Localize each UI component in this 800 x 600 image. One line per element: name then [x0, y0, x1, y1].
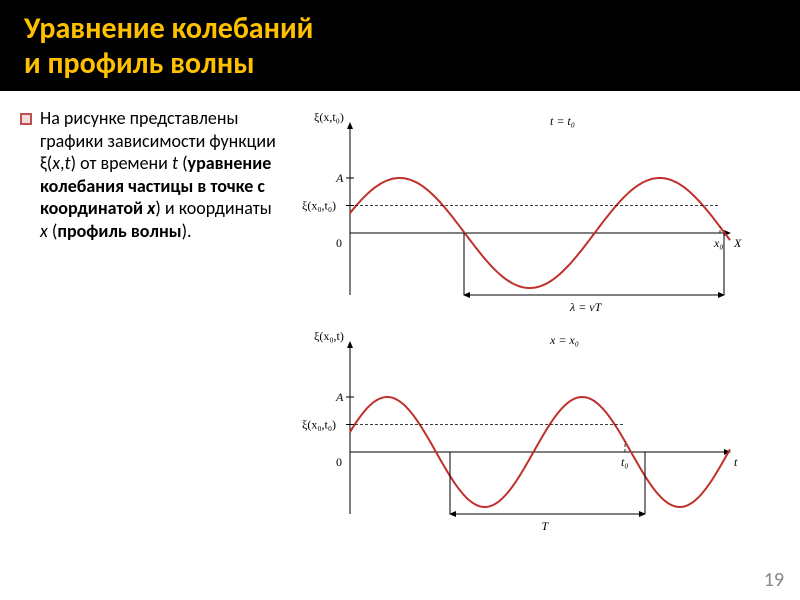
- content-area: На рисунке представлены графики зависимо…: [0, 91, 800, 537]
- para-seg: ) от времени: [71, 152, 172, 174]
- bullet-paragraph: На рисунке представлены графики зависимо…: [40, 107, 280, 242]
- para-seg: (: [178, 152, 188, 174]
- slide-title: Уравнение колебаний и профиль волны: [24, 12, 776, 81]
- svg-text:A: A: [335, 390, 344, 404]
- para-var-x2: x: [40, 220, 48, 242]
- svg-text:ξ(x₀,t₀): ξ(x₀,t₀): [302, 418, 336, 432]
- svg-text:ξ(x,t₀): ξ(x,t₀): [314, 110, 344, 124]
- svg-text:x₀: x₀: [713, 236, 724, 250]
- svg-text:T: T: [542, 519, 550, 533]
- para-var-x: x: [52, 152, 60, 174]
- para-seg: ) и координаты: [155, 197, 271, 219]
- bullet-item: На рисунке представлены графики зависимо…: [20, 107, 280, 242]
- page-number: 19: [764, 568, 784, 592]
- svg-text:X: X: [733, 236, 742, 250]
- para-seg: ).: [182, 220, 192, 242]
- para-bold2: профиль волны: [57, 220, 181, 242]
- svg-text:t = t₀: t = t₀: [550, 114, 575, 128]
- svg-text:x = x₀: x = x₀: [549, 333, 579, 347]
- para-seg: (: [48, 220, 58, 242]
- chart-2-svg: Aξ(x₀,t₀) 0 ξ(x₀,t) t x = x₀ t₀ T: [290, 322, 750, 537]
- svg-text:λ = νT: λ = νT: [569, 300, 603, 314]
- title-line-1: Уравнение колебаний: [24, 10, 313, 47]
- svg-text:t: t: [734, 455, 738, 469]
- chart-2-wave-vs-t: Aξ(x₀,t₀) 0 ξ(x₀,t) t x = x₀ t₀ T: [290, 322, 750, 537]
- svg-text:0: 0: [336, 455, 342, 469]
- bullet-marker: [20, 113, 32, 125]
- title-line-2: и профиль волны: [24, 45, 255, 82]
- chart-1-wave-vs-x: Aξ(x₀,t₀) 0 ξ(x,t₀) Xt = t₀ x₀ λ = νT: [290, 103, 750, 318]
- svg-text:A: A: [335, 171, 344, 185]
- title-bar: Уравнение колебаний и профиль волны: [0, 0, 800, 91]
- svg-text:t₀: t₀: [621, 455, 629, 469]
- chart-1-svg: Aξ(x₀,t₀) 0 ξ(x,t₀) Xt = t₀ x₀ λ = νT: [290, 103, 750, 318]
- svg-text:0: 0: [336, 236, 342, 250]
- left-text-column: На рисунке представлены графики зависимо…: [20, 103, 280, 537]
- svg-text:ξ(x₀,t₀): ξ(x₀,t₀): [302, 199, 336, 213]
- charts-column: Aξ(x₀,t₀) 0 ξ(x,t₀) Xt = t₀ x₀ λ = νT Aξ(x₀,t…: [290, 103, 782, 537]
- svg-text:ξ(x₀,t): ξ(x₀,t): [314, 329, 344, 343]
